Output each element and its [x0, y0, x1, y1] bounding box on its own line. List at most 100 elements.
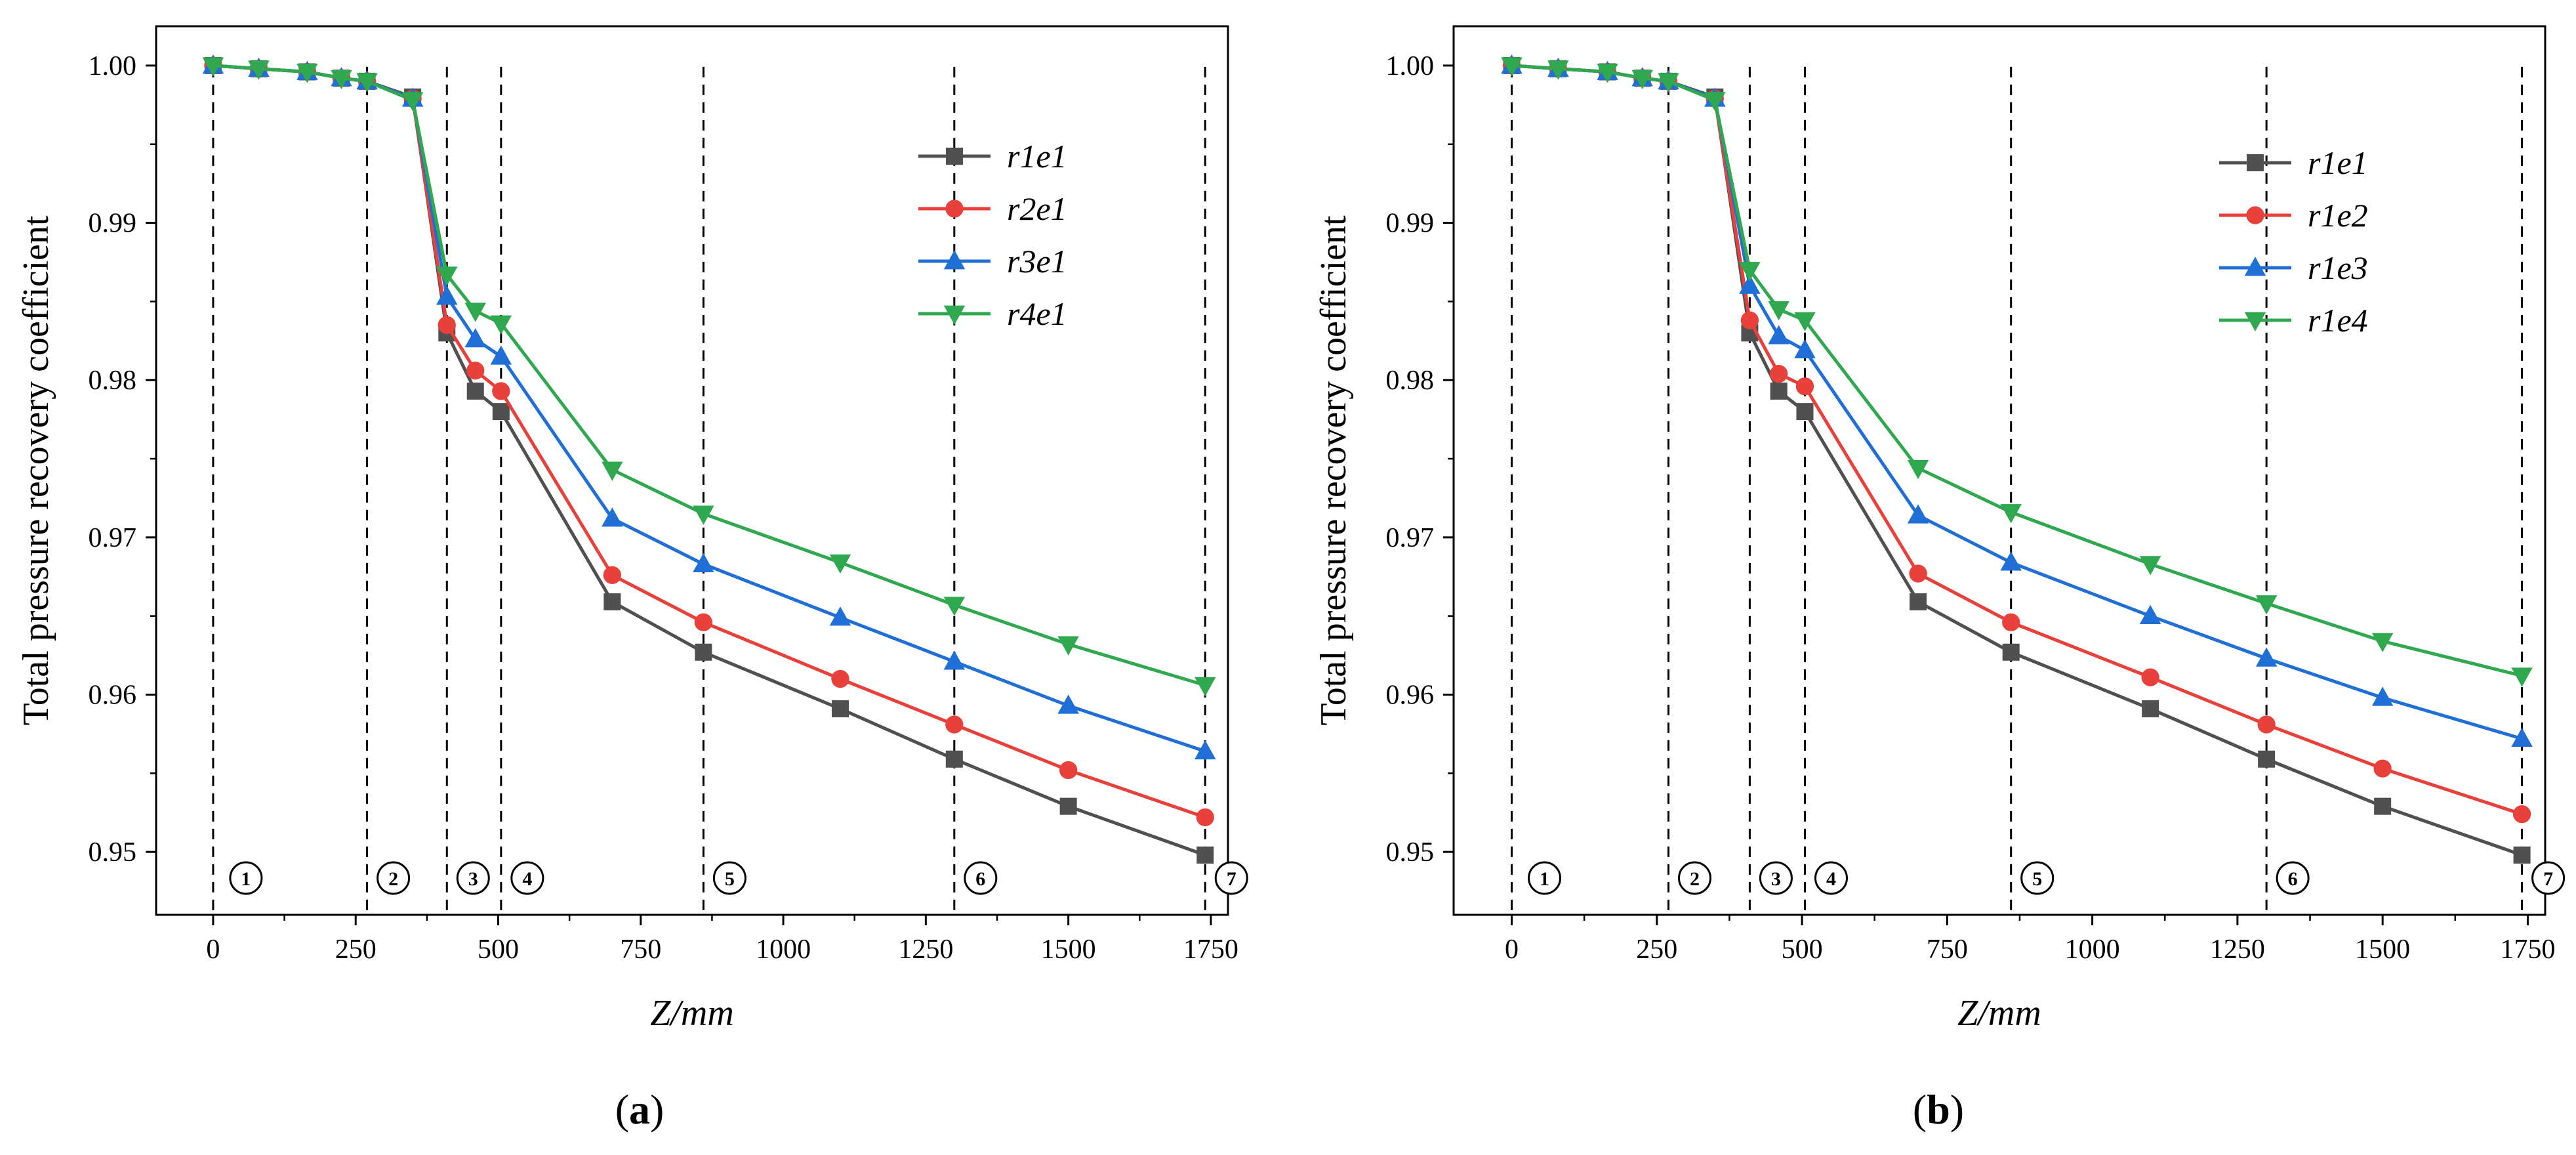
data-point-r1e4: [2000, 504, 2022, 524]
legend-label-r1e1: r1e1: [1007, 138, 1067, 175]
data-point-r1e1: [2374, 797, 2392, 815]
x-axis-label: Z/mm: [1957, 993, 2041, 1034]
panel-label-letter: a: [629, 1086, 650, 1133]
data-point-r2e1: [438, 316, 456, 334]
section-marker-label: 1: [241, 868, 251, 890]
data-point-r1e1: [695, 643, 712, 661]
x-tick-label: 1000: [756, 934, 811, 965]
x-tick-label: 1250: [898, 934, 953, 965]
data-point-r3e1: [829, 606, 851, 626]
x-tick-label: 1750: [2500, 934, 2555, 965]
section-marker-circle: [1814, 861, 1848, 895]
x-tick-label: 250: [1636, 934, 1677, 965]
data-point-r1e4: [1739, 262, 1761, 282]
data-point-r3e1: [943, 650, 966, 670]
series-line-r1e1: [213, 64, 1206, 857]
data-point-r1e3: [2255, 647, 2278, 667]
legend-marker-r1e4: [2244, 312, 2266, 331]
y-tick-label: 1.00: [1386, 51, 1435, 81]
y-tick-label: 0.96: [89, 680, 137, 710]
data-point-r3e1: [490, 345, 512, 365]
legend-label-r1e1: r1e1: [2308, 144, 2368, 181]
section-marker-label: 6: [975, 868, 985, 890]
data-point-r1e4: [1658, 73, 1679, 93]
x-tick-label: 1250: [2210, 934, 2265, 965]
data-point-r3e1: [436, 285, 458, 305]
data-point-r1e4: [1768, 301, 1789, 321]
x-tick-label: 0: [1505, 934, 1519, 965]
section-marker-circle: [377, 861, 411, 895]
x-tick-label: 0: [206, 934, 220, 965]
data-point-r4e1: [331, 70, 352, 89]
legend-label-r1e2: r1e2: [2308, 197, 2368, 234]
data-point-r4e1: [464, 303, 486, 322]
section-marker-circle: [2531, 861, 2566, 895]
series-line-r2e1: [213, 64, 1206, 819]
data-point-r1e3: [1907, 504, 1929, 524]
data-point-r3e1: [1057, 694, 1079, 714]
section-marker-circle: [456, 861, 490, 895]
x-tick-label: 1500: [1041, 934, 1096, 965]
section-marker-circle: [2276, 861, 2310, 895]
section-marker-circle: [1528, 861, 1562, 895]
data-point-r1e4: [2139, 556, 2161, 576]
legend-marker-r4e1: [943, 305, 966, 325]
data-point-r1e1: [831, 700, 849, 718]
data-point-r1e2: [1770, 364, 1788, 383]
data-point-r1e4: [1547, 60, 1569, 80]
legend-label-r3e1: r3e1: [1007, 243, 1067, 280]
data-point-r1e4: [1907, 460, 1929, 480]
x-tick-label: 500: [1782, 934, 1823, 965]
data-point-r1e4: [2255, 595, 2278, 615]
data-point-r1e4: [2511, 667, 2533, 687]
section-marker-label: 6: [2288, 868, 2298, 890]
data-point-r1e4: [1704, 92, 1726, 112]
data-point-r1e1: [466, 382, 484, 400]
data-point-r1e2: [1909, 564, 1927, 583]
data-point-r4e1: [602, 461, 623, 481]
data-point-r1e4: [2371, 633, 2394, 652]
section-marker-circle: [2020, 861, 2055, 895]
section-marker-label: 2: [388, 868, 398, 890]
data-point-r3e1: [693, 553, 714, 572]
data-point-r2e1: [831, 669, 849, 688]
x-tick-label: 1000: [2065, 934, 2120, 965]
data-point-r1e1: [2002, 643, 2020, 661]
legend-marker-r2e1: [945, 200, 964, 218]
series-line-r1e4: [1511, 64, 2523, 678]
data-point-r1e1: [603, 593, 621, 611]
data-point-r1e2: [2257, 715, 2276, 734]
data-point-r2e1: [1059, 761, 1078, 780]
data-point-r1e1: [1059, 797, 1077, 815]
y-axis-label: Total pressure recovery coefficient: [16, 215, 56, 726]
y-tick-label: 0.96: [1386, 680, 1435, 710]
data-point-r4e1: [490, 315, 512, 335]
legend-label-r2e1: r2e1: [1007, 190, 1067, 227]
data-point-r4e1: [356, 73, 378, 93]
y-tick-label: 1.00: [89, 51, 137, 81]
data-point-r2e1: [466, 362, 485, 380]
section-marker-circle: [1214, 861, 1248, 895]
chart-panel-a: 0 250 500 750 1000 1250 1500 1750 0.95 0.96 0.97 0.…: [16, 25, 1248, 1133]
data-point-r1e1: [1796, 403, 1814, 421]
section-marker-label: 5: [2032, 868, 2042, 890]
y-tick-label: 0.97: [89, 523, 137, 553]
y-tick-label: 0.99: [1386, 209, 1435, 239]
data-point-r2e1: [945, 715, 964, 734]
data-point-r3e1: [464, 327, 486, 348]
data-point-r4e1: [296, 64, 318, 83]
section-marker-label: 3: [1771, 868, 1781, 890]
section-marker-label: 4: [522, 868, 532, 890]
section-marker-circle: [712, 861, 746, 895]
data-point-r1e4: [1501, 57, 1523, 77]
y-tick-label: 0.99: [89, 209, 137, 239]
data-point-r1e3: [1794, 339, 1816, 359]
section-marker-label: 2: [1690, 868, 1700, 890]
data-point-r1e1: [945, 750, 963, 768]
data-point-r1e2: [2002, 613, 2020, 631]
data-point-r1e1: [492, 403, 510, 421]
y-axis-label: Total pressure recovery coefficient: [1313, 215, 1354, 726]
y-tick-label: 0.98: [1386, 366, 1435, 396]
y-tick-label: 0.97: [1386, 523, 1435, 553]
x-axis-label: Z/mm: [650, 993, 734, 1034]
